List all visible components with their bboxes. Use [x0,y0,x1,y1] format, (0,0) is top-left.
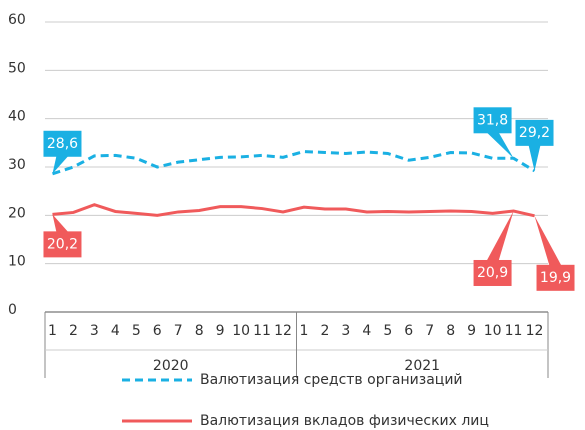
label-pointer [52,214,69,233]
x-tick-label: 4 [111,323,120,339]
x-tick-label: 10 [484,323,502,339]
data-label: 19,9 [540,270,571,286]
x-tick-label: 4 [362,323,371,339]
data-label: 20,2 [47,236,78,252]
legend-label: Валютизация средств организаций [200,372,463,388]
x-tick-label: 1 [300,323,309,339]
y-tick-label: 50 [8,60,26,76]
series-line [52,203,535,218]
label-box [473,259,512,286]
x-tick-label: 6 [153,323,162,339]
x-tick-label: 3 [341,323,350,339]
x-tick-label: 10 [232,323,250,339]
x-tick-label: 8 [195,323,204,339]
x-tick-label: 6 [404,323,413,339]
x-tick-label: 12 [526,323,544,339]
y-tick-label: 10 [8,254,26,270]
x-tick-label: 2 [320,323,329,339]
label-box [43,231,82,258]
x-tick-label: 11 [505,323,523,339]
x-group-label: 2021 [404,358,440,374]
y-tick-label: 30 [8,157,26,173]
x-tick-label: 12 [274,323,292,339]
label-box [515,119,554,146]
y-tick-label: 60 [8,12,26,28]
legend-label: Валютизация вкладов физических лиц [200,413,489,429]
x-tick-label: 1 [48,323,57,339]
x-tick-label: 7 [174,323,183,339]
x-tick-label: 9 [467,323,476,339]
x-tick-label: 2 [69,323,78,339]
label-pointer [534,215,562,266]
y-tick-label: 40 [8,109,26,125]
label-box [473,107,512,134]
label-box [43,130,82,157]
y-tick-label: 20 [8,205,26,221]
x-tick-label: 9 [216,323,225,339]
label-pointer [486,210,514,261]
data-label: 20,9 [477,265,508,281]
x-tick-label: 5 [132,323,141,339]
x-tick-label: 5 [383,323,392,339]
x-group-label: 2020 [153,358,189,374]
label-pointer [486,132,514,159]
series-line [52,150,536,176]
x-tick-label: 7 [425,323,434,339]
data-label: 28,6 [47,136,78,152]
label-pointer [52,155,69,174]
x-tick-label: 8 [446,323,455,339]
x-tick-label: 3 [90,323,99,339]
label-pointer [528,144,541,171]
label-box [536,264,575,291]
data-label: 29,2 [519,125,550,141]
x-tick-label: 11 [253,323,271,339]
data-label: 31,8 [477,112,508,128]
y-tick-label: 0 [8,302,17,318]
